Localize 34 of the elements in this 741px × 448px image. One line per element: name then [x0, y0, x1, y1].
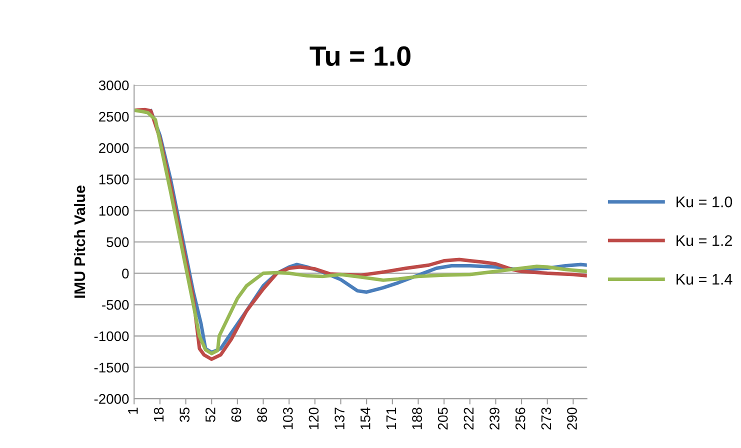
y-tick-label: 1000	[99, 206, 129, 216]
legend-label: Ku = 1.2	[676, 235, 732, 246]
y-tick-label: 2000	[99, 143, 129, 154]
legend-label: Ku = 1.0	[676, 196, 732, 208]
x-tick-label: 154	[360, 407, 370, 430]
x-tick-label: 239	[490, 408, 500, 430]
x-tick-label: 290	[567, 408, 577, 430]
y-tick-label: -500	[102, 300, 129, 310]
x-tick-label: 18	[154, 408, 164, 422]
y-tick-label: 500	[106, 237, 129, 248]
y-tick-label: -1500	[94, 362, 129, 373]
x-tick-label: 188	[412, 408, 422, 430]
x-tick-label: 120	[308, 408, 319, 430]
y-tick-label: 2500	[99, 112, 129, 122]
x-tick-label: 137	[334, 408, 344, 430]
chart-title: Tu = 1.0	[310, 46, 410, 66]
x-tick-label: 273	[541, 408, 552, 430]
y-tick-label: 1500	[99, 174, 129, 184]
y-tick-label: -1000	[94, 331, 129, 342]
y-tick-label: -2000	[94, 394, 129, 404]
y-tick-label: 0	[122, 268, 129, 278]
x-tick-label: 52	[206, 408, 216, 422]
x-tick-label: 69	[231, 408, 242, 422]
x-tick-label: 171	[386, 408, 396, 430]
x-tick-label: 86	[257, 408, 267, 422]
x-tick-label: 222	[464, 408, 474, 430]
x-tick-label: 103	[282, 408, 293, 430]
legend-label: Ku = 1.4	[676, 274, 732, 285]
x-tick-label: 35	[180, 408, 190, 422]
y-tick-label: 3000	[98, 80, 129, 90]
x-tick-label: 1	[128, 408, 138, 414]
x-tick-label: 205	[438, 408, 448, 430]
x-tick-label: 256	[515, 408, 526, 430]
y-axis-title: IMU Pitch Value	[74, 186, 86, 298]
